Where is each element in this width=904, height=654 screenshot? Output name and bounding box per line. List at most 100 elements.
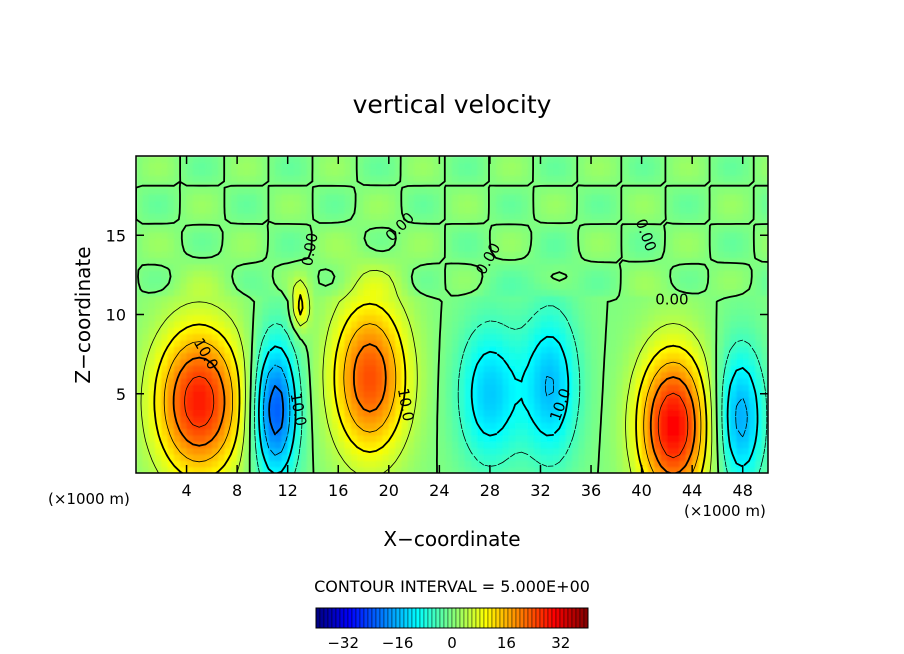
heat-cell [363, 232, 371, 240]
heat-cell [357, 390, 365, 398]
heat-cell [420, 276, 428, 284]
heat-cell [445, 422, 453, 430]
heat-cell [382, 320, 390, 328]
heat-cell [666, 187, 674, 195]
heat-cell [199, 295, 207, 303]
heat-cell [262, 187, 270, 195]
heat-cell [148, 175, 156, 182]
heat-cell [597, 320, 605, 328]
heat-cell [546, 257, 554, 265]
heat-cell [433, 390, 440, 398]
heat-cell [584, 453, 592, 461]
heat-cell [445, 320, 453, 328]
heat-cell [559, 365, 567, 373]
heat-cell [180, 219, 188, 227]
heat-cell [717, 365, 725, 373]
heat-cell [603, 333, 611, 341]
heat-cell [300, 415, 308, 423]
heat-cell [610, 251, 617, 259]
heat-cell [300, 358, 308, 366]
heat-cell [502, 453, 510, 461]
heat-cell [489, 244, 497, 252]
heat-cell [742, 187, 750, 195]
heat-cell [679, 251, 687, 259]
heat-cell [230, 206, 238, 214]
heat-cell [660, 403, 668, 411]
heat-cell [312, 434, 320, 442]
heat-cell [742, 270, 750, 278]
heat-cell [521, 447, 529, 455]
heat-cell [470, 396, 478, 404]
heat-cell [344, 422, 352, 430]
heat-cell [666, 168, 674, 176]
heat-cell [414, 403, 421, 411]
heat-cell [635, 175, 643, 182]
heat-cell [192, 194, 200, 201]
heat-cell [161, 327, 169, 335]
heat-cell [521, 187, 529, 195]
heat-cell [616, 460, 624, 468]
heat-cell [319, 346, 327, 354]
heat-cell [458, 289, 466, 297]
heat-cell [211, 333, 219, 341]
heat-cell [515, 270, 523, 278]
heat-cell [521, 365, 529, 373]
heat-cell [597, 377, 605, 385]
heat-cell [376, 358, 384, 366]
heat-cell [603, 371, 611, 379]
heat-cell [230, 244, 238, 252]
heat-cell [192, 339, 200, 347]
heat-cell [154, 263, 162, 271]
heat-cell [300, 251, 308, 259]
heat-cell [376, 396, 384, 404]
heat-cell [148, 251, 156, 259]
heat-cell [452, 238, 459, 246]
heat-cell [407, 327, 415, 335]
heat-cell [357, 447, 365, 455]
heat-cell [521, 460, 529, 468]
heat-cell [616, 187, 624, 195]
heat-cell [458, 320, 466, 328]
heat-cell [249, 295, 257, 303]
heat-cell [192, 390, 200, 398]
heat-cell [508, 453, 516, 461]
heat-cell [483, 181, 491, 189]
heat-cell [534, 453, 542, 461]
heat-cell [730, 422, 737, 430]
heat-cell [698, 295, 706, 303]
heat-cell [553, 396, 561, 404]
heat-cell [635, 282, 643, 290]
heat-cell [458, 162, 466, 170]
heat-cell [338, 390, 346, 398]
heat-cell [249, 200, 257, 208]
heat-cell [243, 244, 251, 252]
heat-cell [464, 339, 472, 347]
heat-cell [331, 314, 339, 322]
heat-cell [704, 238, 712, 246]
heat-cell [249, 257, 257, 265]
heat-cell [338, 200, 346, 208]
heat-cell [736, 428, 744, 436]
heat-cell [161, 257, 169, 265]
heat-cell [730, 187, 737, 195]
heat-cell [300, 289, 308, 297]
heat-cell [616, 422, 624, 430]
heat-cell [628, 422, 636, 430]
heat-cell [685, 270, 693, 278]
heat-cell [458, 314, 466, 322]
heat-cell [420, 289, 428, 297]
heat-cell [616, 225, 624, 233]
heat-cell [628, 415, 636, 423]
heat-cell [470, 428, 478, 436]
heat-cell [281, 187, 289, 195]
heat-cell [534, 238, 542, 246]
heat-cell [489, 403, 497, 411]
heat-cell [281, 415, 289, 423]
heat-cell [578, 238, 586, 246]
heat-cell [237, 352, 245, 360]
heat-cell [470, 390, 478, 398]
heat-cell [565, 244, 573, 252]
heat-cell [597, 308, 605, 316]
heat-cell [426, 320, 434, 328]
heat-cell [357, 377, 365, 385]
